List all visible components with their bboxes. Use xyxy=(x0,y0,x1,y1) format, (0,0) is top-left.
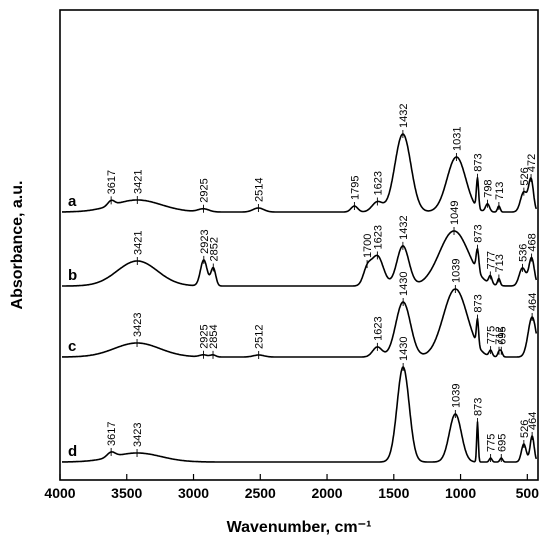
peak-label: 536 xyxy=(518,244,530,262)
peak-label: 1049 xyxy=(449,201,461,225)
peak-label: 1031 xyxy=(451,127,463,151)
x-tick-label: 1000 xyxy=(445,485,476,501)
peak-label: 472 xyxy=(526,154,538,172)
peak-label: 1039 xyxy=(450,384,462,408)
series-line xyxy=(61,230,538,287)
peak-label: 798 xyxy=(483,179,495,197)
peak-label: 464 xyxy=(527,293,539,311)
plot-frame xyxy=(59,9,539,481)
peak-label: 873 xyxy=(473,398,485,416)
y-axis-title: Absorbance, a.u. xyxy=(9,181,26,310)
peak-label: 1432 xyxy=(398,215,410,239)
peak-label: 2852 xyxy=(208,237,220,261)
series-name-label: a xyxy=(68,193,77,210)
peak-label: 2854 xyxy=(208,324,220,348)
peak-label: 695 xyxy=(496,434,508,452)
peak-label: 1039 xyxy=(450,259,462,283)
x-tick-label: 1500 xyxy=(378,485,409,501)
x-axis-ticks: 4000 3500 3000 2500 2000 1500 1000 500 xyxy=(44,474,539,501)
peak-label: 713 xyxy=(494,254,506,272)
series-name-label: c xyxy=(68,338,76,355)
series-line xyxy=(61,133,538,213)
peak-label: 3617 xyxy=(106,170,118,194)
peak-label: 1623 xyxy=(372,225,384,249)
series-line xyxy=(61,288,538,358)
peak-label: 2925 xyxy=(199,324,211,348)
series-a: a 3617 3421 2925 2514 1795 1623 1432 1031 873 798 7… xyxy=(61,104,538,213)
x-tick-label: 3000 xyxy=(178,485,209,501)
peak-label: 1432 xyxy=(398,104,410,128)
peak-label: 2925 xyxy=(199,178,211,202)
peak-label: 2512 xyxy=(254,325,266,349)
peak-label: 873 xyxy=(473,224,485,242)
peak-label: 873 xyxy=(473,153,485,171)
peak-label: 3617 xyxy=(106,421,118,445)
peak-label: 1795 xyxy=(349,176,361,200)
peak-label: 1623 xyxy=(372,171,384,195)
peak-label: 2923 xyxy=(199,229,211,253)
peak-label: 1430 xyxy=(398,337,410,361)
peak-label: 695 xyxy=(496,326,508,344)
peak-label: 2514 xyxy=(253,178,265,202)
series-name-label: d xyxy=(68,443,77,460)
peak-label: 775 xyxy=(486,434,498,452)
x-tick-label: 4000 xyxy=(44,485,75,501)
peak-label: 1430 xyxy=(398,272,410,296)
peak-label: 3421 xyxy=(132,170,144,194)
peak-label: 3423 xyxy=(132,313,144,337)
peak-label: 468 xyxy=(527,233,539,251)
peak-label: 526 xyxy=(519,420,531,438)
peak-label: 3421 xyxy=(132,231,144,255)
x-axis-title: Wavenumber, cm⁻¹ xyxy=(227,519,372,536)
peak-label: 712 xyxy=(494,326,506,344)
peak-label: 1700 xyxy=(362,234,374,258)
peak-label: 713 xyxy=(494,182,506,200)
x-tick-label: 2500 xyxy=(245,485,276,501)
peak-label: 873 xyxy=(473,294,485,312)
peak-label: 526 xyxy=(519,167,531,185)
series-line xyxy=(61,366,538,463)
series-name-label: b xyxy=(68,267,77,284)
peak-label: 775 xyxy=(486,326,498,344)
peak-label: 3423 xyxy=(132,423,144,447)
x-tick-label: 2000 xyxy=(311,485,342,501)
x-tick-label: 3500 xyxy=(111,485,142,501)
peak-label: 464 xyxy=(527,412,539,430)
x-tick-label: 500 xyxy=(516,485,540,501)
peak-label: 1623 xyxy=(372,316,384,340)
peak-label: 777 xyxy=(485,251,497,269)
